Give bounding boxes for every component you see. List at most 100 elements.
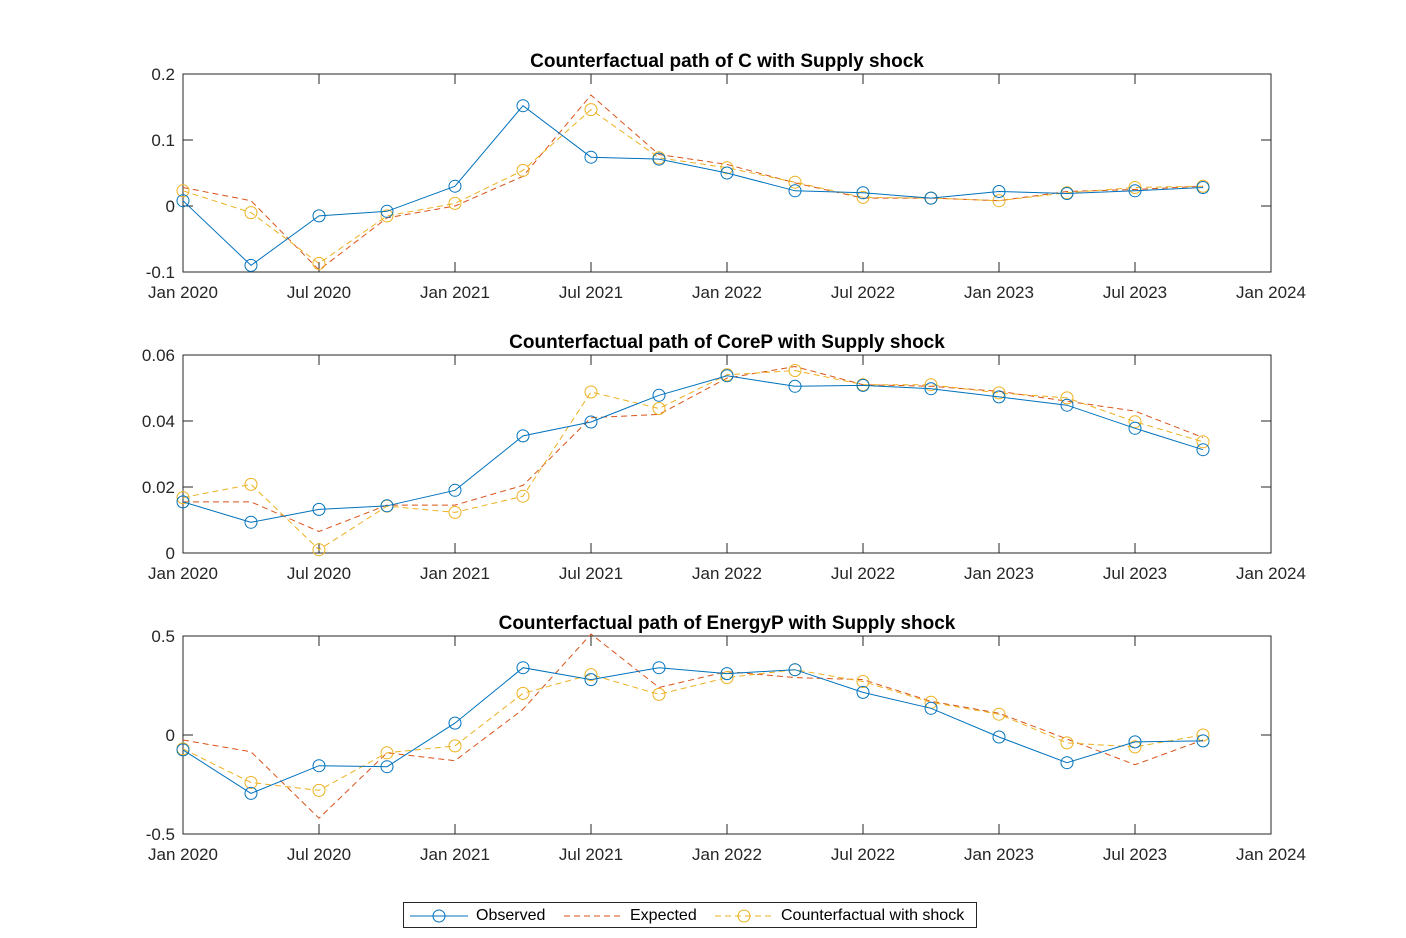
data-point-counterfactual-with-shock bbox=[244, 206, 258, 220]
data-point-observed bbox=[720, 369, 734, 383]
chart-panel-2: Counterfactual path of CoreP with Supply… bbox=[142, 332, 1306, 583]
data-point-counterfactual-with-shock bbox=[1060, 736, 1074, 750]
x-tick-label: Jul 2023 bbox=[1103, 283, 1167, 302]
y-tick-label: 0 bbox=[166, 197, 175, 216]
x-tick-label: Jan 2021 bbox=[420, 283, 490, 302]
x-tick-label: Jan 2023 bbox=[964, 283, 1034, 302]
data-point-observed bbox=[1196, 443, 1210, 457]
x-tick-label: Jan 2024 bbox=[1236, 283, 1306, 302]
data-point-observed bbox=[380, 760, 394, 774]
data-point-counterfactual-with-shock bbox=[1128, 740, 1142, 754]
data-point-counterfactual-with-shock bbox=[516, 489, 530, 503]
data-point-counterfactual-with-shock bbox=[1060, 391, 1074, 405]
data-point-observed bbox=[1128, 735, 1142, 749]
data-point-observed bbox=[516, 429, 530, 443]
data-point-observed bbox=[516, 99, 530, 113]
y-tick-label: 0.2 bbox=[151, 65, 175, 84]
plot-area bbox=[182, 635, 1272, 835]
data-point-observed bbox=[448, 483, 462, 497]
legend-label-counterfactual: Counterfactual with shock bbox=[781, 907, 965, 924]
series-line-expected bbox=[182, 633, 1204, 819]
x-tick-label: Jul 2021 bbox=[559, 845, 623, 864]
data-point-observed bbox=[244, 786, 258, 800]
data-point-observed bbox=[516, 661, 530, 675]
data-point-counterfactual-with-shock bbox=[176, 184, 190, 198]
data-point-observed bbox=[1060, 756, 1074, 770]
x-tick-label: Jul 2023 bbox=[1103, 845, 1167, 864]
data-point-observed bbox=[652, 388, 666, 402]
data-point-counterfactual-with-shock bbox=[1196, 435, 1210, 449]
data-point-observed bbox=[788, 663, 802, 677]
y-tick-label: 0.5 bbox=[151, 627, 175, 646]
data-point-counterfactual-with-shock bbox=[720, 161, 734, 175]
x-tick-label: Jul 2022 bbox=[831, 564, 895, 583]
data-point-observed bbox=[312, 502, 326, 516]
x-tick-label: Jul 2023 bbox=[1103, 564, 1167, 583]
data-point-observed bbox=[788, 379, 802, 393]
x-tick-label: Jul 2020 bbox=[287, 845, 351, 864]
chart-title: Counterfactual path of CoreP with Supply… bbox=[509, 332, 945, 353]
data-point-counterfactual-with-shock bbox=[788, 364, 802, 377]
series-line-expected bbox=[182, 94, 1204, 271]
data-point-observed bbox=[992, 390, 1006, 404]
data-point-observed bbox=[924, 191, 938, 205]
data-point-observed bbox=[176, 194, 190, 208]
data-point-counterfactual-with-shock bbox=[448, 739, 462, 753]
y-tick-label: 0.06 bbox=[142, 346, 175, 365]
data-point-observed bbox=[584, 673, 598, 687]
y-tick-label: 0 bbox=[166, 544, 175, 563]
data-point-observed bbox=[652, 661, 666, 675]
y-tick-label: 0.04 bbox=[142, 412, 175, 431]
data-point-observed bbox=[720, 667, 734, 681]
chart-panel-1: Counterfactual path of C with Supply sho… bbox=[146, 51, 1306, 302]
data-point-counterfactual-with-shock bbox=[584, 385, 598, 399]
data-point-counterfactual-with-shock bbox=[720, 671, 734, 685]
data-point-counterfactual-with-shock bbox=[584, 103, 598, 117]
data-point-observed bbox=[1128, 184, 1142, 198]
data-point-observed bbox=[992, 730, 1006, 744]
x-tick-label: Jan 2020 bbox=[148, 283, 218, 302]
data-point-observed bbox=[244, 515, 258, 529]
legend-label-observed: Observed bbox=[476, 907, 546, 924]
x-tick-label: Jan 2020 bbox=[148, 564, 218, 583]
data-point-counterfactual-with-shock bbox=[516, 686, 530, 700]
x-tick-label: Jul 2021 bbox=[559, 564, 623, 583]
x-tick-label: Jan 2022 bbox=[692, 564, 762, 583]
x-tick-label: Jul 2021 bbox=[559, 283, 623, 302]
x-tick-label: Jan 2022 bbox=[692, 845, 762, 864]
data-point-observed bbox=[312, 209, 326, 223]
series-line-expected bbox=[183, 365, 1204, 533]
data-point-counterfactual-with-shock bbox=[652, 402, 666, 415]
legend-swatch-counterfactual-marker bbox=[737, 909, 751, 923]
series-line-observed bbox=[182, 375, 1204, 523]
data-point-observed bbox=[720, 166, 734, 180]
x-tick-label: Jan 2024 bbox=[1236, 845, 1306, 864]
data-point-observed bbox=[856, 378, 870, 392]
y-tick-label: 0.1 bbox=[151, 131, 175, 150]
data-point-observed bbox=[1060, 398, 1074, 412]
legend-swatch-observed-marker bbox=[432, 909, 446, 923]
data-point-counterfactual-with-shock bbox=[448, 196, 462, 210]
data-point-counterfactual-with-shock bbox=[312, 256, 326, 270]
x-tick-label: Jan 2021 bbox=[420, 564, 490, 583]
data-point-observed bbox=[856, 186, 870, 200]
data-point-counterfactual-with-shock bbox=[1128, 415, 1142, 429]
data-point-counterfactual-with-shock bbox=[856, 190, 870, 204]
x-tick-label: Jan 2023 bbox=[964, 845, 1034, 864]
data-point-counterfactual-with-shock bbox=[992, 386, 1006, 400]
series-line-observed bbox=[182, 667, 1204, 794]
data-point-observed bbox=[584, 150, 598, 164]
x-tick-label: Jan 2020 bbox=[148, 845, 218, 864]
data-point-observed bbox=[176, 495, 190, 509]
data-point-counterfactual-with-shock bbox=[856, 675, 870, 688]
data-point-counterfactual-with-shock bbox=[788, 175, 802, 189]
data-point-counterfactual-with-shock bbox=[992, 707, 1006, 721]
x-tick-label: Jan 2021 bbox=[420, 845, 490, 864]
data-point-counterfactual-with-shock bbox=[924, 378, 938, 392]
chart-panel-3: Counterfactual path of EnergyP with Supp… bbox=[146, 613, 1306, 864]
data-point-observed bbox=[1196, 181, 1210, 194]
plot-area bbox=[182, 354, 1272, 554]
data-point-counterfactual-with-shock bbox=[312, 543, 326, 557]
x-tick-label: Jan 2023 bbox=[964, 564, 1034, 583]
data-point-observed bbox=[380, 204, 394, 218]
